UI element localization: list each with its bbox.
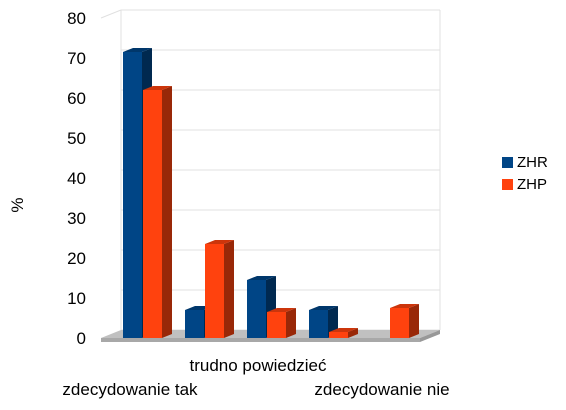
y-tick-label: 80 xyxy=(67,9,86,28)
bar-top xyxy=(143,86,172,90)
bar-side xyxy=(286,308,296,338)
x-axis-labels: zdecydowanie tak trudno powiedzieć zdecydo… xyxy=(62,356,449,399)
y-tick-label: 30 xyxy=(67,209,86,228)
bar-front xyxy=(329,332,348,338)
bar-front xyxy=(123,52,142,338)
side-wall-top-edge xyxy=(100,9,122,19)
legend: ZHR ZHP xyxy=(502,151,548,195)
legend-label-zhp: ZHP xyxy=(517,175,547,193)
floor-front xyxy=(101,338,420,342)
y-tick-label: 70 xyxy=(67,49,86,68)
bar-top xyxy=(329,328,358,332)
bar-top xyxy=(247,276,276,280)
y-axis-ticks: 0 10 20 30 40 50 60 70 80 xyxy=(67,9,86,348)
y-axis-label: % xyxy=(8,197,27,212)
bar-top xyxy=(205,240,234,244)
bar-side xyxy=(224,240,234,338)
legend-swatch-zhp xyxy=(502,178,513,190)
floor-side xyxy=(420,330,440,342)
bar xyxy=(267,308,296,338)
bar xyxy=(205,240,234,338)
chart-grid xyxy=(100,9,441,331)
bar-top xyxy=(123,48,152,52)
y-tick-label: 20 xyxy=(67,249,86,268)
bar-front xyxy=(309,310,328,338)
y-tick-label: 50 xyxy=(67,129,86,148)
bar-front xyxy=(143,90,162,338)
bar-front xyxy=(247,280,266,338)
bar-top xyxy=(390,304,419,308)
bar xyxy=(390,304,419,338)
x-category-label: zdecydowanie tak xyxy=(62,380,198,399)
bar-front xyxy=(205,244,224,338)
bar-side xyxy=(162,86,172,338)
legend-label-zhr: ZHR xyxy=(517,153,548,171)
bar xyxy=(143,86,172,338)
bar-side xyxy=(409,304,419,338)
x-category-label: trudno powiedzieć xyxy=(189,356,327,375)
y-tick-label: 40 xyxy=(67,169,86,188)
legend-item-zhr: ZHR xyxy=(502,151,548,173)
bar-front xyxy=(390,308,409,338)
bar-side xyxy=(348,328,358,338)
y-tick-label: 60 xyxy=(67,89,86,108)
bars xyxy=(123,48,419,338)
legend-swatch-zhr xyxy=(502,156,513,168)
bar xyxy=(329,328,358,338)
y-tick-label: 10 xyxy=(67,289,86,308)
bar-top xyxy=(309,306,338,310)
bar-front xyxy=(185,310,204,338)
bar-top xyxy=(267,308,296,312)
bar-front xyxy=(267,312,286,338)
y-tick-label: 0 xyxy=(77,329,86,348)
legend-item-zhp: ZHP xyxy=(502,173,548,195)
x-category-label: zdecydowanie nie xyxy=(314,380,449,399)
